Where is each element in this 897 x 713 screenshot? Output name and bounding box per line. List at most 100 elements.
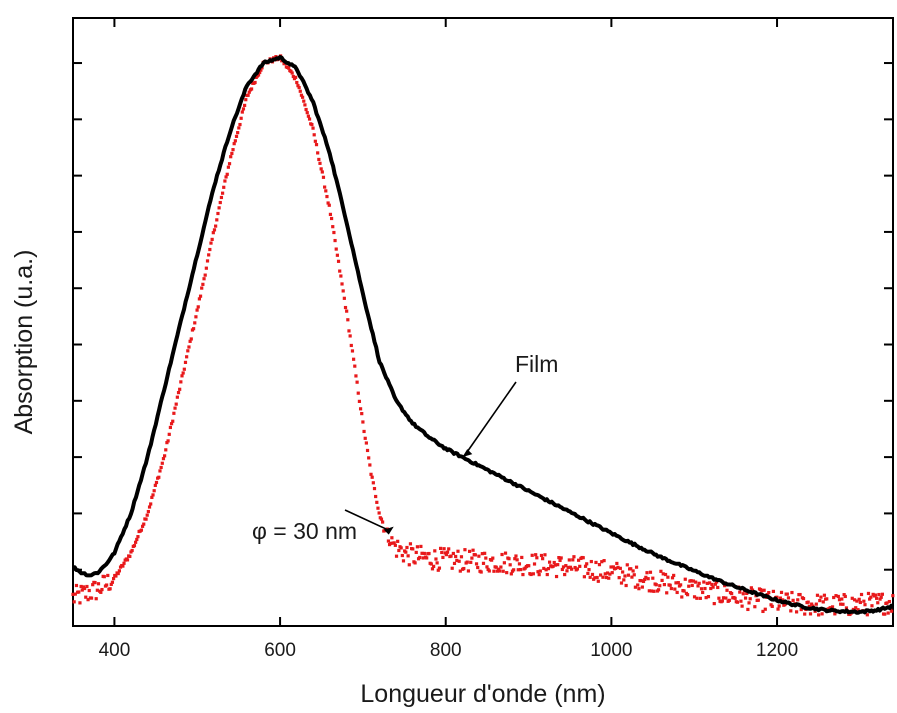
data-point — [422, 551, 426, 556]
data-point — [298, 89, 302, 93]
data-point — [776, 607, 780, 611]
data-point — [360, 412, 364, 416]
data-point — [291, 74, 295, 79]
data-point — [122, 561, 126, 565]
data-point — [415, 545, 419, 549]
data-point — [211, 231, 215, 235]
data-point — [499, 565, 503, 569]
data-point — [644, 575, 648, 579]
data-point — [314, 143, 319, 147]
data-point — [616, 565, 620, 570]
data-point — [878, 597, 882, 601]
data-point — [74, 583, 79, 588]
data-point — [647, 589, 651, 593]
x-tick-label: 1000 — [590, 640, 632, 661]
data-point — [799, 607, 803, 612]
data-point — [371, 481, 375, 485]
data-point — [641, 579, 646, 584]
data-point — [637, 587, 641, 591]
data-point — [232, 142, 236, 146]
data-point — [607, 576, 611, 580]
data-point — [368, 463, 372, 467]
data-point — [323, 185, 327, 189]
data-point — [331, 225, 335, 229]
data-point — [796, 598, 800, 602]
data-point — [575, 567, 580, 571]
data-point — [514, 554, 518, 558]
data-point — [534, 553, 538, 557]
data-point — [854, 606, 858, 610]
data-point — [559, 556, 563, 560]
data-point — [709, 586, 713, 591]
data-point — [706, 595, 711, 599]
data-point — [408, 542, 413, 546]
data-point — [290, 71, 294, 75]
data-point — [779, 590, 784, 595]
series-nanoparticles — [71, 54, 895, 617]
data-point — [159, 465, 163, 470]
data-point — [341, 289, 345, 293]
data-point — [79, 584, 83, 589]
data-point — [342, 296, 346, 300]
data-point — [789, 609, 793, 613]
data-point — [392, 541, 396, 545]
data-point — [210, 237, 214, 241]
data-point — [216, 211, 220, 216]
data-point — [730, 592, 734, 596]
data-point — [865, 613, 869, 617]
data-point — [512, 568, 516, 572]
data-point — [361, 420, 365, 424]
data-point — [224, 175, 228, 179]
data-point — [503, 551, 508, 555]
data-point — [712, 602, 716, 606]
data-point — [188, 339, 192, 343]
data-point — [494, 565, 498, 569]
data-point — [336, 259, 341, 263]
data-point — [685, 593, 690, 597]
data-point — [495, 569, 500, 573]
phi-annotation-label: φ = 30 nm — [252, 518, 357, 544]
data-point — [704, 596, 708, 600]
data-point — [819, 595, 823, 599]
data-point — [670, 576, 675, 580]
data-point — [372, 486, 377, 491]
data-point — [727, 598, 731, 602]
data-point — [212, 228, 217, 232]
data-point — [179, 380, 183, 384]
data-point — [679, 583, 683, 587]
data-point — [557, 556, 561, 560]
data-point — [741, 592, 745, 596]
data-point — [585, 562, 589, 566]
data-point — [253, 80, 257, 85]
data-point — [180, 374, 184, 378]
data-point — [609, 565, 613, 569]
data-point — [600, 560, 604, 564]
plot-frame — [72, 17, 894, 627]
data-point — [794, 610, 799, 614]
series-layer — [71, 54, 895, 617]
data-point — [666, 575, 670, 579]
data-point — [807, 604, 811, 608]
data-point — [433, 549, 437, 553]
data-point — [786, 596, 791, 600]
data-point — [347, 329, 351, 333]
data-point — [625, 563, 629, 567]
data-point — [99, 590, 103, 594]
data-point — [785, 592, 789, 596]
data-point — [553, 563, 557, 567]
data-point — [413, 561, 417, 565]
data-point — [93, 581, 97, 585]
data-point — [393, 543, 397, 547]
data-point — [851, 607, 856, 612]
data-point — [401, 559, 406, 563]
data-point — [858, 600, 862, 605]
data-point — [517, 562, 522, 566]
data-point — [830, 605, 835, 609]
data-point — [767, 590, 771, 595]
data-point — [698, 596, 702, 600]
data-point — [350, 349, 355, 353]
data-point — [710, 582, 714, 587]
data-point — [595, 575, 599, 580]
data-point — [599, 573, 603, 577]
data-point — [630, 575, 634, 579]
